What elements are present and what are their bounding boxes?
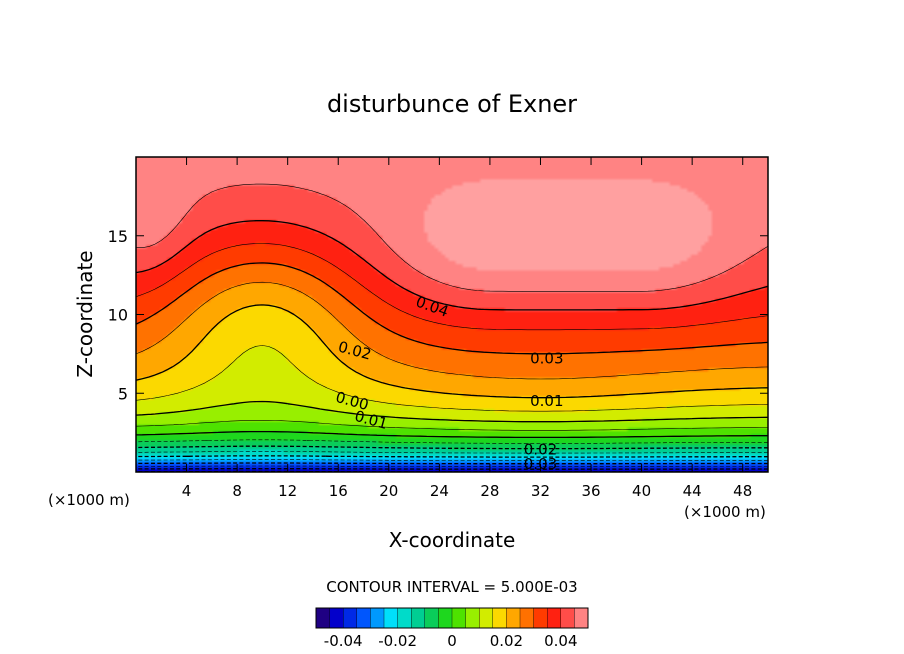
contour-line xyxy=(136,345,768,412)
y-tick-label: 10 xyxy=(108,306,128,325)
contour-line xyxy=(136,304,768,399)
colorbar-swatch xyxy=(315,607,331,629)
colorbar-swatch xyxy=(560,607,575,629)
colorbar-swatch xyxy=(506,607,521,629)
colorbar: -0.04 -0.02 0 0.02 0.04 xyxy=(315,607,589,650)
y-tick-label: 5 xyxy=(118,384,128,403)
colorbar-swatches xyxy=(315,607,589,629)
x-unit-left: (×1000 m) xyxy=(48,491,130,509)
contour-interval-text: CONTOUR INTERVAL = 5.000E-03 xyxy=(326,578,577,596)
contour-line xyxy=(136,468,768,470)
y-axis: 5 10 15 xyxy=(108,227,768,403)
x-tick-label: 12 xyxy=(278,482,297,500)
colorbar-swatch xyxy=(479,607,494,629)
colorbar-swatch xyxy=(397,607,412,629)
x-axis: 4 8 12 16 20 24 28 32 36 40 44 48 xyxy=(182,157,752,500)
colorbar-swatch xyxy=(451,607,467,629)
colorbar-swatch xyxy=(438,607,453,629)
colorbar-tick-label: 0 xyxy=(447,632,457,650)
x-tick-label: 16 xyxy=(329,482,348,500)
contour-line xyxy=(136,220,768,311)
y-tick-label: 15 xyxy=(108,227,128,246)
x-tick-label: 48 xyxy=(733,482,752,500)
contour-line xyxy=(136,439,768,444)
colorbar-swatch xyxy=(519,607,535,629)
x-tick-label: 28 xyxy=(480,482,499,500)
contour-label: 0.03 xyxy=(524,455,557,473)
x-tick-label: 40 xyxy=(632,482,651,500)
colorbar-swatch xyxy=(547,607,562,629)
colorbar-swatch xyxy=(411,607,426,629)
colorbar-swatch xyxy=(383,607,399,629)
x-tick-label: 4 xyxy=(182,482,192,500)
colorbar-swatch xyxy=(424,607,439,629)
contour-label: 0.03 xyxy=(530,349,563,367)
contour-label: 0.02 xyxy=(524,441,557,459)
contour-label: 0.01 xyxy=(530,392,563,410)
contour-line xyxy=(136,459,768,461)
colorbar-swatch xyxy=(574,607,589,629)
x-tick-label: 20 xyxy=(379,482,398,500)
chart-title: disturbunce of Exner xyxy=(327,90,577,118)
x-tick-label: 8 xyxy=(232,482,242,500)
colorbar-swatch xyxy=(465,607,480,629)
contour-line xyxy=(136,430,768,439)
contour-line xyxy=(136,462,768,465)
colorbar-tick-label: -0.04 xyxy=(324,632,363,650)
contour-line xyxy=(136,455,768,458)
colorbar-tick-label: -0.02 xyxy=(378,632,417,650)
colorbar-swatch xyxy=(329,607,344,629)
colorbar-tick-label: 0.02 xyxy=(490,632,523,650)
x-tick-label: 44 xyxy=(683,482,702,500)
plot-area: 0.040.030.020.010.000.010.020.03 xyxy=(135,156,769,473)
x-unit-right: (×1000 m) xyxy=(684,503,766,521)
contour-line xyxy=(136,281,768,380)
colorbar-tick-label: 0.04 xyxy=(544,632,577,650)
colorbar-frame xyxy=(315,607,589,629)
contour-line xyxy=(136,262,768,355)
contour-line xyxy=(136,445,768,450)
colorbar-swatch xyxy=(492,607,507,629)
contour-line xyxy=(136,420,768,431)
contour-line xyxy=(136,451,768,454)
y-axis-label: Z-coordinate xyxy=(73,250,97,377)
contour-line xyxy=(136,183,768,292)
x-tick-label: 32 xyxy=(531,482,550,500)
colorbar-swatch xyxy=(533,607,548,629)
colorbar-swatch xyxy=(343,607,358,629)
colorbar-swatch xyxy=(370,607,385,629)
contour-line xyxy=(136,465,768,467)
x-tick-label: 36 xyxy=(581,482,600,500)
x-axis-label: X-coordinate xyxy=(389,528,516,552)
contour-line xyxy=(136,243,768,331)
contour-line xyxy=(136,400,768,423)
colorbar-ticks: -0.04 -0.02 0 0.02 0.04 xyxy=(324,632,578,650)
x-tick-label: 24 xyxy=(430,482,449,500)
colorbar-swatch xyxy=(356,607,371,629)
